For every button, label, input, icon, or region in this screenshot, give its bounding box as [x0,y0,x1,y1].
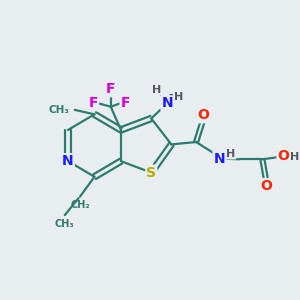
Text: H: H [290,152,299,162]
Text: H: H [226,149,236,159]
Text: N: N [161,96,173,110]
Text: CH₂: CH₂ [70,200,90,210]
Text: O: O [278,149,289,163]
Text: CH₃: CH₃ [49,105,70,115]
Text: CH₃: CH₃ [55,219,75,229]
Text: -: - [169,90,173,100]
Text: O: O [197,108,209,122]
Text: S: S [146,166,156,180]
Text: N: N [62,154,74,168]
Text: F: F [106,82,116,96]
Text: N: N [214,152,225,166]
Text: O: O [260,179,272,193]
Text: H: H [174,92,183,102]
Text: F: F [88,96,98,110]
Text: F: F [121,96,130,110]
Text: H: H [152,85,162,94]
